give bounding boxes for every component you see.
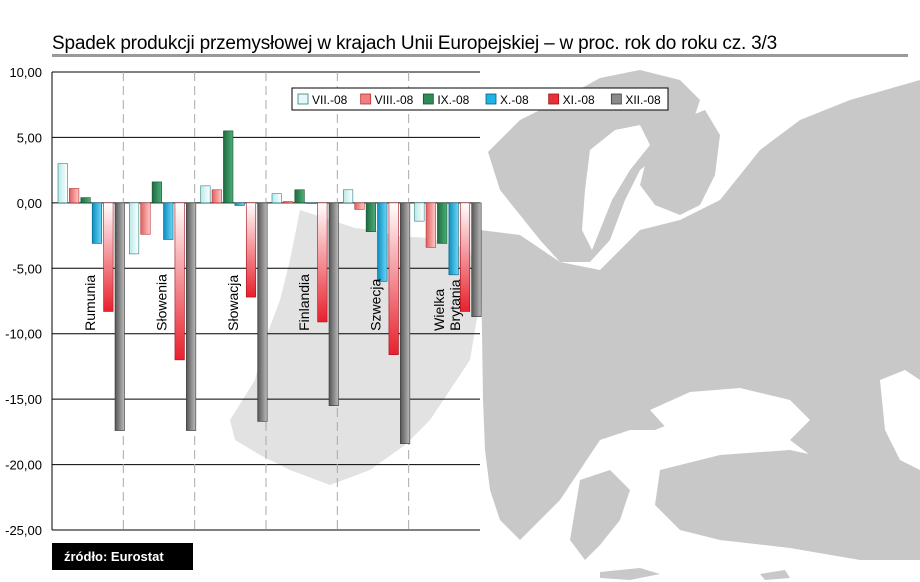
bar bbox=[114, 202, 125, 431]
category-label: Słowacja bbox=[225, 275, 241, 331]
bar bbox=[425, 202, 436, 248]
bar bbox=[234, 202, 245, 206]
bar bbox=[365, 202, 376, 232]
legend-swatch bbox=[360, 93, 372, 105]
bar bbox=[271, 193, 282, 204]
legend-swatch bbox=[422, 93, 434, 105]
legend-label: XI.-08 bbox=[563, 93, 595, 107]
bar bbox=[294, 189, 305, 204]
legend-label: VIII.-08 bbox=[375, 93, 414, 107]
bar bbox=[69, 188, 80, 204]
category-label-line: Słowenia bbox=[154, 274, 170, 331]
legend-swatch bbox=[485, 93, 497, 105]
bar bbox=[328, 202, 339, 406]
y-tick-label: -10,00 bbox=[5, 327, 42, 342]
legend-label: XII.-08 bbox=[625, 93, 661, 107]
bar bbox=[317, 202, 328, 323]
category-label-line: Wielka bbox=[431, 289, 447, 331]
category-label: Finlandia bbox=[296, 274, 312, 331]
bar bbox=[354, 202, 365, 210]
legend-swatch bbox=[548, 93, 560, 105]
y-tick-label: 5,00 bbox=[17, 130, 42, 145]
bar bbox=[140, 202, 151, 235]
y-tick-label: -15,00 bbox=[5, 392, 42, 407]
bar bbox=[377, 202, 388, 282]
map-turkey bbox=[655, 450, 920, 560]
map-caspian-sea bbox=[880, 370, 920, 470]
legend-label: X.-08 bbox=[500, 93, 529, 107]
chart-legend: VII.-08 VIII.-08 IX.-08 X.-08 XI.-08 XII.-08 bbox=[291, 87, 669, 111]
title-divider bbox=[52, 54, 908, 57]
category-label-line: Brytania bbox=[447, 279, 463, 331]
plot-area: 10,00 5,00 0,00 -5,00 -10,00 -15,00 -20,00 -25,… bbox=[5, 65, 482, 538]
category-label-line: Słowacja bbox=[225, 275, 241, 331]
legend-label: VII.-08 bbox=[312, 93, 348, 107]
bar bbox=[103, 202, 114, 312]
category-label: Rumunia bbox=[82, 275, 98, 331]
legend-swatch bbox=[610, 93, 622, 105]
bar bbox=[57, 163, 68, 204]
europe-map bbox=[230, 70, 920, 580]
map-baltic-sea bbox=[582, 125, 650, 250]
y-tick-label: 10,00 bbox=[9, 65, 42, 80]
bar bbox=[245, 202, 257, 298]
bar bbox=[437, 202, 448, 244]
bar bbox=[163, 202, 174, 240]
bar bbox=[91, 202, 102, 244]
bar bbox=[414, 202, 425, 222]
map-cyprus bbox=[760, 570, 790, 580]
source-label: źródło: Eurostat bbox=[52, 543, 193, 570]
page-title: Spadek produkcji przemysłowej w krajach … bbox=[52, 32, 777, 54]
map-greece bbox=[570, 470, 630, 560]
y-tick-label: -5,00 bbox=[12, 261, 42, 276]
y-tick-label: -20,00 bbox=[5, 458, 42, 473]
bar bbox=[471, 202, 482, 318]
bar bbox=[174, 202, 185, 361]
category-label: WielkaBrytania bbox=[431, 279, 463, 331]
y-tick-label: -25,00 bbox=[5, 523, 42, 538]
map-eastern-europe bbox=[480, 80, 920, 540]
bar bbox=[200, 185, 211, 204]
category-label: Słowenia bbox=[154, 274, 170, 331]
y-tick-label: 0,00 bbox=[17, 196, 42, 211]
category-label-line: Szwecja bbox=[368, 279, 384, 331]
bar bbox=[151, 181, 162, 204]
legend-box bbox=[291, 87, 669, 111]
legend-swatch bbox=[297, 93, 309, 105]
bar bbox=[186, 202, 197, 431]
map-crete bbox=[600, 568, 660, 580]
map-black-sea bbox=[650, 388, 810, 448]
bar bbox=[305, 202, 317, 204]
category-label-line: Rumunia bbox=[82, 275, 98, 331]
bar bbox=[343, 189, 354, 204]
category-label: Szwecja bbox=[368, 279, 384, 331]
bar bbox=[448, 202, 459, 276]
bar bbox=[80, 197, 91, 204]
bar bbox=[283, 201, 294, 204]
legend-label: IX.-08 bbox=[437, 93, 469, 107]
map-western-europe bbox=[230, 210, 480, 485]
bar bbox=[400, 202, 411, 444]
bar bbox=[129, 202, 140, 255]
bar bbox=[388, 202, 399, 355]
map-finland bbox=[640, 110, 720, 215]
bar bbox=[223, 130, 234, 204]
bar bbox=[257, 202, 268, 422]
category-label-line: Finlandia bbox=[296, 274, 312, 331]
bar bbox=[459, 202, 471, 312]
bar bbox=[211, 189, 222, 204]
